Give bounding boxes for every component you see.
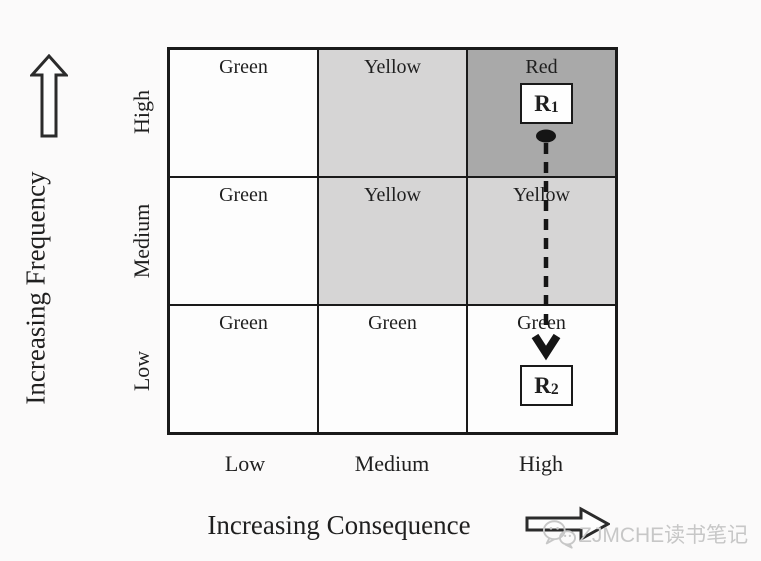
marker-r1-label: R (534, 90, 551, 116)
cell-medium-medium: Yellow (318, 177, 467, 305)
cell-low-medium: Green (318, 305, 467, 433)
cell-medium-low: Green (169, 177, 318, 305)
col-label-low: Low (224, 451, 266, 476)
marker-r2-label: R (534, 372, 551, 398)
watermark-text: ZJMCHE读书笔记 (579, 524, 749, 547)
marker-r2-subscript: 2 (550, 381, 559, 399)
increasing-consequence-arrow-icon (525, 506, 610, 542)
marker-r1-subscript: 1 (550, 99, 559, 117)
wechat-icon (542, 520, 576, 549)
cell-label: Yellow (364, 56, 421, 78)
row-label-low: Low (129, 350, 154, 392)
cell-high-medium: Yellow (318, 49, 467, 177)
cell-low-low: Green (169, 305, 318, 433)
cell-high-low: Green (169, 49, 318, 177)
cell-label: Red (525, 56, 558, 78)
cell-medium-high: Yellow (467, 177, 616, 305)
row-label-high: High (129, 90, 154, 134)
watermark: ZJMCHE读书笔记 (542, 518, 748, 550)
x-axis-title: Increasing Consequence (207, 510, 471, 540)
cell-label: Green (219, 184, 268, 206)
cell-label: Green (517, 312, 566, 334)
increasing-frequency-arrow-icon (30, 54, 68, 138)
row-label-medium: Medium (129, 203, 154, 279)
cell-label: Yellow (513, 184, 570, 206)
cell-label: Green (219, 56, 268, 78)
cell-label: Green (368, 312, 417, 334)
cell-label: Yellow (364, 184, 421, 206)
risk-matrix-grid: Green Yellow Red Green Yellow Yellow Gre… (167, 47, 618, 435)
col-label-medium: Medium (354, 451, 430, 476)
col-label-high: High (519, 451, 563, 476)
y-axis-title: Increasing Frequency (20, 171, 51, 405)
cell-label: Green (219, 312, 268, 334)
